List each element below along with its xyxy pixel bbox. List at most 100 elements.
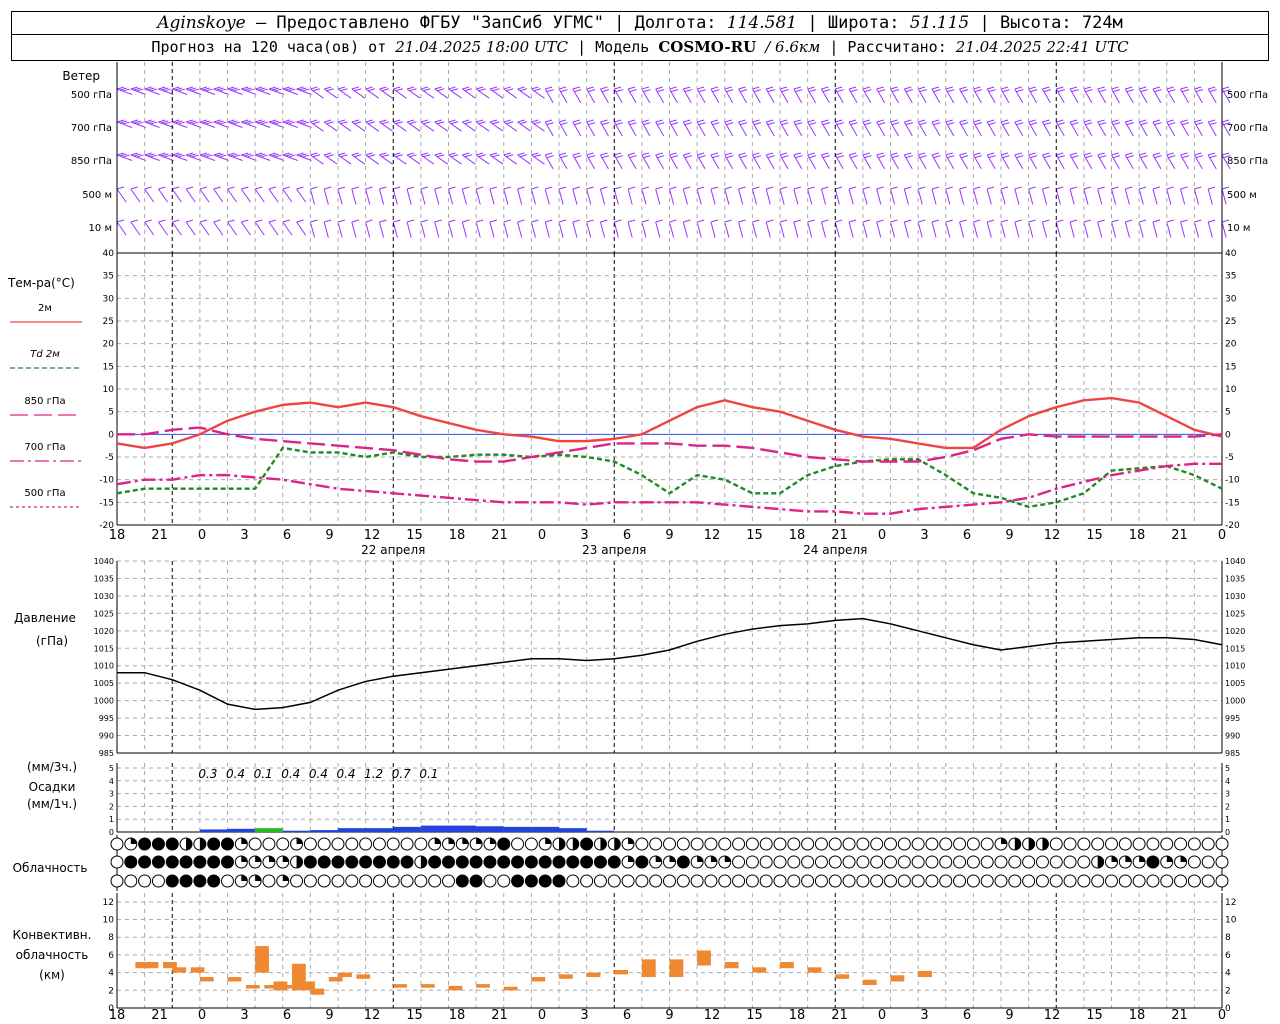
cloud-fill [614, 838, 621, 850]
wind-barb [1014, 152, 1024, 170]
cloud-fill [572, 838, 579, 850]
wind-barb-feather [1014, 152, 1022, 156]
wind-barb-staff [1152, 154, 1162, 170]
wind-barb-staff [1124, 154, 1134, 170]
wind-barb-feather [241, 186, 249, 190]
precip-bar [338, 828, 366, 832]
wind-barb-staff [1069, 88, 1079, 104]
wind-barb [821, 119, 831, 137]
wind-barb-feather [545, 219, 553, 223]
cloud-circle [842, 874, 856, 888]
wind-barb-feather [1097, 152, 1105, 156]
temp-tick-right: 40 [1225, 249, 1237, 259]
wind-barb-feather [724, 152, 732, 156]
cloud-circle [317, 855, 331, 869]
wind-barb-feather [848, 186, 857, 190]
wind-barb-staff [282, 188, 293, 203]
wind-barb-feather [1056, 219, 1064, 223]
temp-tick-left: 30 [103, 294, 115, 304]
pres-tick-right: 1040 [1225, 557, 1245, 566]
wind-barb-feather [199, 219, 208, 223]
wind-barb [475, 219, 484, 238]
wind-barb-feather [161, 120, 169, 124]
wind-barb-feather [492, 121, 500, 125]
wind-barb-staff [1014, 221, 1020, 238]
wind-barb-feather [904, 152, 912, 156]
wind-barb-feather [174, 87, 183, 91]
wind-barb [310, 152, 324, 165]
wind-barb [268, 186, 279, 203]
wind-barb-feather [254, 86, 263, 90]
cloud-circle [1118, 874, 1132, 888]
wind-barb-feather [133, 87, 141, 91]
wind-barb-feather [489, 219, 498, 223]
wind-barb-feather [821, 219, 829, 223]
wind-barb-staff [696, 88, 706, 104]
wind-barb-feather [133, 120, 141, 124]
wind-barb-staff [876, 221, 882, 238]
cloud-circle [814, 855, 828, 869]
wind-barb [738, 119, 748, 137]
cloud-circle [331, 874, 345, 888]
wind-barb-staff [986, 121, 996, 137]
wind-barb-feather [310, 186, 318, 190]
wind-barb-feather [615, 89, 623, 93]
cloud-circle [953, 855, 967, 869]
cloud-circle [331, 855, 345, 869]
wind-barb [1221, 119, 1231, 137]
conv-tick-left: 8 [108, 933, 114, 943]
wind-barb-feather [1028, 152, 1036, 156]
wind-barb [682, 219, 691, 238]
wind-barb-staff [379, 88, 393, 99]
wind-barb [365, 219, 373, 238]
wind-barb-feather [1126, 122, 1134, 126]
wind-barb-staff [641, 154, 651, 170]
wind-barb-feather [1071, 122, 1079, 126]
hour-label-bottom: 6 [963, 1008, 971, 1023]
wind-barb-feather [1083, 119, 1092, 123]
wind-barb-feather [601, 89, 610, 93]
cloud-circle [801, 837, 815, 851]
wind-barb-staff [406, 188, 412, 205]
wind-barb-staff [392, 221, 398, 238]
wind-barb-staff [917, 188, 923, 205]
wind-level-label-right: 10 м [1227, 223, 1250, 234]
wind-barb [1207, 86, 1217, 104]
wind-barb-feather [1223, 155, 1231, 159]
conv-bar [245, 985, 260, 989]
wind-barb-feather [601, 155, 610, 159]
cloud-circle [1077, 855, 1091, 869]
wind-barb [572, 152, 582, 170]
day-label: 24 апреля [803, 543, 867, 557]
wind-barb-feather [1154, 89, 1162, 93]
wind-barb [1097, 119, 1107, 137]
cloud-circle [303, 855, 317, 869]
wind-barb-staff [379, 154, 393, 165]
wind-barb-feather [779, 86, 788, 90]
wind-barb [751, 119, 762, 137]
wind-barb-staff [199, 154, 216, 161]
wind-barb-feather [545, 186, 553, 190]
conv-bar [448, 985, 463, 991]
wind-barb-feather [822, 155, 831, 159]
pres-tick-right: 1010 [1225, 662, 1245, 671]
wind-barb-feather [669, 186, 677, 190]
wind-barb-feather [492, 88, 500, 92]
model-name: COSMO-RU [658, 38, 757, 56]
temp-legend-label: 500 гПа [24, 488, 65, 499]
wind-barb-feather [753, 155, 762, 159]
wind-barb-feather [781, 89, 789, 93]
lon-label: Долгота: [634, 13, 717, 33]
wind-barb-staff [227, 121, 243, 128]
wind-barb-feather [670, 155, 679, 159]
wind-barb [240, 186, 251, 203]
wind-barb-feather [448, 86, 456, 90]
wind-barb-feather [302, 154, 310, 158]
wind-barb-staff [475, 88, 490, 99]
cloud-circle [138, 874, 152, 888]
wind-barb [1097, 186, 1105, 205]
cloud-circle [179, 874, 193, 888]
wind-barb [282, 186, 293, 203]
wind-barb-staff [213, 88, 229, 95]
